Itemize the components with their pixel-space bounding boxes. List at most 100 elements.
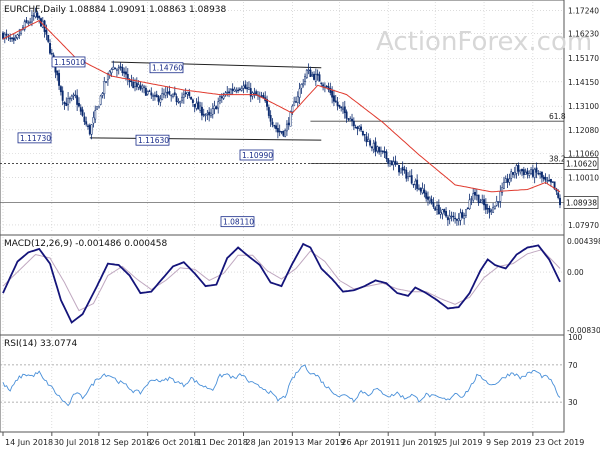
x-tick-label: 28 Jan 2019 [246,438,294,447]
candle-body [325,85,328,88]
candle-body [450,215,453,218]
candle-body [190,96,193,100]
candle-body [369,140,372,146]
candle-body [342,107,344,110]
grid-layer [0,2,564,430]
candle-body [269,115,272,122]
candle-body [334,100,337,103]
candle-body [14,36,17,40]
candle-layer [2,7,561,226]
candle-body [385,151,388,159]
candle-body [533,169,536,178]
candle-body [439,212,442,215]
candle-body [405,169,408,179]
candle-body [477,194,480,204]
candle-body [94,110,97,120]
candle-body [112,66,115,70]
candle-body [309,69,312,78]
candle-body [58,73,61,86]
candle-body [289,111,292,127]
candle-body [191,99,194,103]
candle-body [16,34,19,39]
candle-body [403,169,406,171]
candle-body [115,69,118,71]
candle-body [332,95,335,102]
candle-body [117,67,120,70]
candle-body [101,93,104,96]
candle-body [506,178,509,183]
x-tick-label: 13 Mar 2019 [294,438,345,447]
candle-body [97,105,100,109]
price-tick-label: 1.16230 [568,30,599,39]
moving-average-line [2,19,561,193]
candle-body [168,91,171,95]
candle-body [56,70,59,76]
candle-body [199,105,202,111]
candle-body [166,92,169,94]
candle-body [370,146,373,149]
candle-body [47,34,50,42]
resistance-tag-label: 1.10620 [566,160,597,169]
price-header: EURCHF,Daily 1.08884 1.09091 1.08863 1.0… [4,5,227,15]
candle-body [540,171,543,178]
candle-body [76,95,79,105]
candle-body [298,88,301,98]
candle-body [280,131,283,133]
candle-body [398,164,400,173]
candle-body [365,136,368,143]
candle-body [542,176,545,180]
candle-body [246,87,249,90]
candle-body [23,21,26,30]
current-price-tag-label: 1.08938 [566,198,597,207]
x-tick-label: 26 Oct 2018 [150,438,199,447]
candle-body [499,191,502,202]
candle-body [515,165,518,174]
candle-body [282,130,285,136]
candle-body [99,95,102,105]
candle-body [419,187,422,192]
price-level-label: 1.11730 [20,134,51,143]
candle-body [172,93,174,97]
candle-body [103,81,106,95]
candle-body [164,91,167,96]
candle-body [121,66,124,73]
candle-body [455,219,458,221]
candle-body [88,125,91,135]
candle-body [18,34,21,37]
candle-body [161,93,164,101]
candle-body [318,74,321,82]
candle-body [244,84,247,89]
candle-body [255,91,258,96]
candle-body [459,212,462,221]
resistance-tag [563,157,599,170]
candle-body [526,170,529,175]
price-tick-label: 1.14150 [568,78,599,87]
candle-body [457,218,460,222]
macd-tick-label: 0.004398 [567,237,600,246]
candle-body [423,189,426,194]
candle-body [170,94,173,97]
candle-body [446,217,449,221]
candle-body [351,118,353,122]
candle-body [394,160,397,165]
candle-body [392,161,395,166]
price-level-box [17,132,52,144]
candle-body [307,69,310,71]
candle-body [300,84,303,89]
price-level-box [239,149,274,161]
candle-body [343,106,346,113]
x-tick-label: 23 Oct 2019 [535,438,584,447]
candle-body [137,84,140,88]
x-tick-label: 26 Apr 2019 [341,438,390,447]
candle-body [9,37,12,40]
rsi-header: RSI(14) 33.0774 [4,339,77,349]
candle-body [465,209,467,216]
candle-body [146,91,149,95]
candle-body [360,126,363,131]
price-tick-label: 1.07970 [568,221,599,230]
candle-body [141,85,144,89]
x-tick-label: 11 Jun 2019 [390,438,438,447]
candle-body [519,169,522,173]
candle-body [414,180,417,185]
